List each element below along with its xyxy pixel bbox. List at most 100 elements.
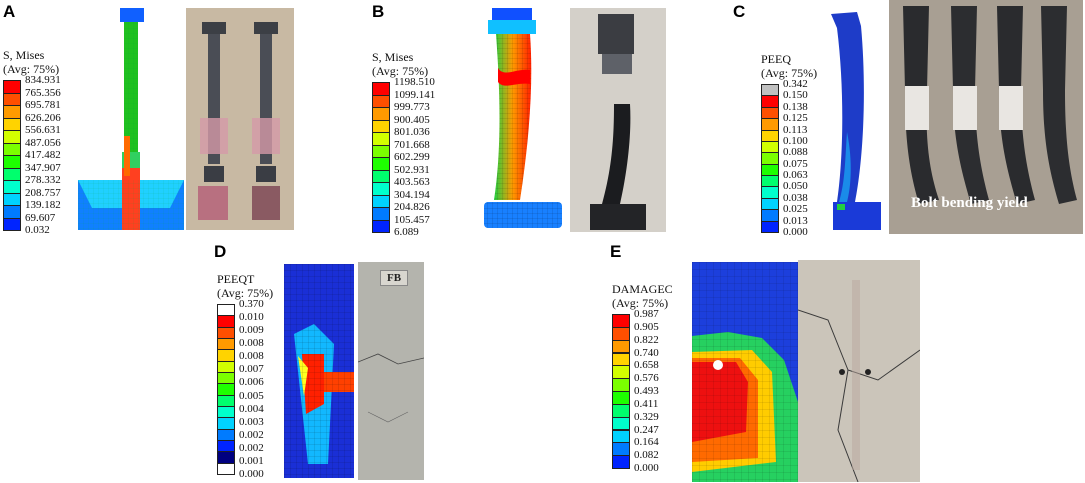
legend-swatch xyxy=(3,92,21,106)
legend-swatch xyxy=(372,182,390,196)
legend-tick-label: 347.907 xyxy=(25,161,61,174)
legend-tick-label: 801.036 xyxy=(394,126,430,138)
fe-model-slab-d xyxy=(284,264,354,478)
legend-tick-label: 403.563 xyxy=(394,176,430,188)
fe-model-bolt-a xyxy=(78,8,184,230)
legend-swatch xyxy=(612,365,630,380)
legend-title-a: S, Mises (Avg: 75%) xyxy=(3,48,60,76)
legend-tick-label: 1198.510 xyxy=(394,76,435,88)
legend-swatch xyxy=(612,442,630,457)
panel-b: B S, Mises (Avg: 75%) 1198.510 1099.141 99… xyxy=(370,0,670,240)
legend-title-c: PEEQ (Avg: 75%) xyxy=(761,52,818,80)
legend-swatch xyxy=(612,391,630,405)
legend-tick-label: 0.088 xyxy=(783,146,808,159)
legend-scale-e: 0.987 0.905 0.822 0.740 0.658 0.576 0.493 0.411… xyxy=(612,309,692,474)
legend-tick-label: 0.576 xyxy=(634,372,659,385)
legend-scale-b: 1198.510 1099.141 999.773 900.405 801.036 701… xyxy=(372,77,462,238)
legend-swatch xyxy=(372,169,390,183)
legend-tick-label: 278.332 xyxy=(25,174,61,186)
panel-letter-b: B xyxy=(372,2,385,21)
legend-tick-label: 0.370 xyxy=(239,298,264,310)
legend-swatch xyxy=(372,219,390,233)
panel-c: C PEEQ (Avg: 75%) 0.342 0.150 0.138 0.125 0.… xyxy=(733,0,1085,240)
legend-tick-label: 139.182 xyxy=(25,199,61,211)
legend-e: DAMAGEC (Avg: 75%) 0.987 0.905 0.822 0.740 0… xyxy=(612,282,692,474)
legend-swatch xyxy=(612,326,630,341)
legend-tick-label: 0.150 xyxy=(783,89,808,102)
legend-tick-label: 0.003 xyxy=(239,415,264,428)
legend-d: PEEQT (Avg: 75%) 0.370 0.010 0.009 0.008 0.0… xyxy=(217,272,287,480)
legend-tick-label: 900.405 xyxy=(394,113,430,126)
legend-tick-label: 487.056 xyxy=(25,136,61,149)
legend-swatch xyxy=(612,314,630,328)
panel-d: D PEEQT (Avg: 75%) 0.370 0.010 0.009 0.008 0… xyxy=(210,240,450,483)
legend-tick-label: 0.006 xyxy=(239,376,264,389)
legend-swatch xyxy=(372,94,390,108)
photo-bolt-b xyxy=(570,8,666,232)
legend-swatch xyxy=(3,142,21,156)
legend-swatch xyxy=(372,157,390,171)
legend-tick-label: 502.931 xyxy=(394,163,430,176)
legend-title-e: DAMAGEC (Avg: 75%) xyxy=(612,282,673,310)
legend-swatch xyxy=(3,217,21,231)
legend-tick-label: 999.773 xyxy=(394,101,430,113)
legend-tick-label: 0.002 xyxy=(239,428,264,441)
legend-tick-label: 208.757 xyxy=(25,186,61,199)
legend-swatch xyxy=(3,117,21,131)
legend-swatch xyxy=(612,339,630,354)
legend-tick-label: 105.457 xyxy=(394,213,430,226)
legend-tick-label: 0.010 xyxy=(239,311,264,324)
legend-title-b: S, Mises (Avg: 75%) xyxy=(372,50,429,78)
panel-letter-c: C xyxy=(733,2,746,21)
legend-swatch xyxy=(372,107,390,121)
legend-tick-label: 834.931 xyxy=(25,74,61,86)
fb-label: FB xyxy=(380,270,409,286)
fe-model-bolt-b xyxy=(482,8,564,236)
legend-tick-label: 69.607 xyxy=(25,211,56,224)
legend-scale-c: 0.342 0.150 0.138 0.125 0.113 0.100 0.088 0.075… xyxy=(761,79,831,238)
legend-tick-label: 0.075 xyxy=(783,157,808,170)
photo-slab-d xyxy=(358,262,424,480)
panel-a: A S, Mises (Avg: 75%) 834.931 765.356 695.… xyxy=(0,0,300,240)
legend-swatch xyxy=(3,80,21,94)
legend-tick-label: 0.905 xyxy=(634,320,659,333)
legend-swatch xyxy=(761,220,779,233)
photo-bolts-c xyxy=(889,0,1083,234)
legend-tick-label: 0.000 xyxy=(634,462,659,474)
bolt-bending-caption: Bolt bending yield xyxy=(911,195,1028,211)
legend-tick-label: 304.194 xyxy=(394,188,430,201)
panel-e: E DAMAGEC (Avg: 75%) 0.987 0.905 0.822 0.74… xyxy=(608,240,1085,483)
legend-tick-label: 0.007 xyxy=(239,363,264,376)
legend-tick-label: 701.668 xyxy=(394,138,430,151)
legend-swatch xyxy=(372,207,390,221)
legend-swatch xyxy=(3,155,21,169)
legend-swatch xyxy=(3,192,21,206)
legend-tick-label: 6.089 xyxy=(394,226,419,238)
legend-tick-label: 0.032 xyxy=(25,224,50,236)
legend-tick-label: 0.050 xyxy=(783,180,808,193)
legend-tick-label: 0.658 xyxy=(634,359,659,372)
legend-swatch xyxy=(372,82,390,96)
legend-tick-label: 0.038 xyxy=(783,191,808,204)
legend-tick-label: 1099.141 xyxy=(394,88,436,101)
legend-swatch xyxy=(612,429,630,444)
legend-tick-label: 0.342 xyxy=(783,78,808,90)
legend-scale-a: 834.931 765.356 695.781 626.206 556.631 487.0… xyxy=(3,75,93,236)
legend-tick-label: 0.100 xyxy=(783,134,808,147)
legend-tick-label: 0.063 xyxy=(783,169,808,182)
legend-swatch xyxy=(217,462,235,475)
legend-swatch xyxy=(372,132,390,146)
legend-tick-label: 0.013 xyxy=(783,214,808,227)
legend-tick-label: 0.001 xyxy=(239,454,264,467)
legend-swatch xyxy=(3,130,21,144)
legend-tick-label: 626.206 xyxy=(25,111,61,124)
legend-swatch xyxy=(372,119,390,133)
legend-tick-label: 695.781 xyxy=(25,99,61,111)
legend-title-d: PEEQT (Avg: 75%) xyxy=(217,272,274,300)
legend-swatch xyxy=(3,105,21,119)
legend-tick-label: 0.822 xyxy=(634,333,659,346)
legend-tick-label: 602.299 xyxy=(394,151,430,163)
legend-swatch xyxy=(612,403,630,418)
fe-model-slab-e xyxy=(692,262,800,482)
legend-swatch xyxy=(3,205,21,219)
